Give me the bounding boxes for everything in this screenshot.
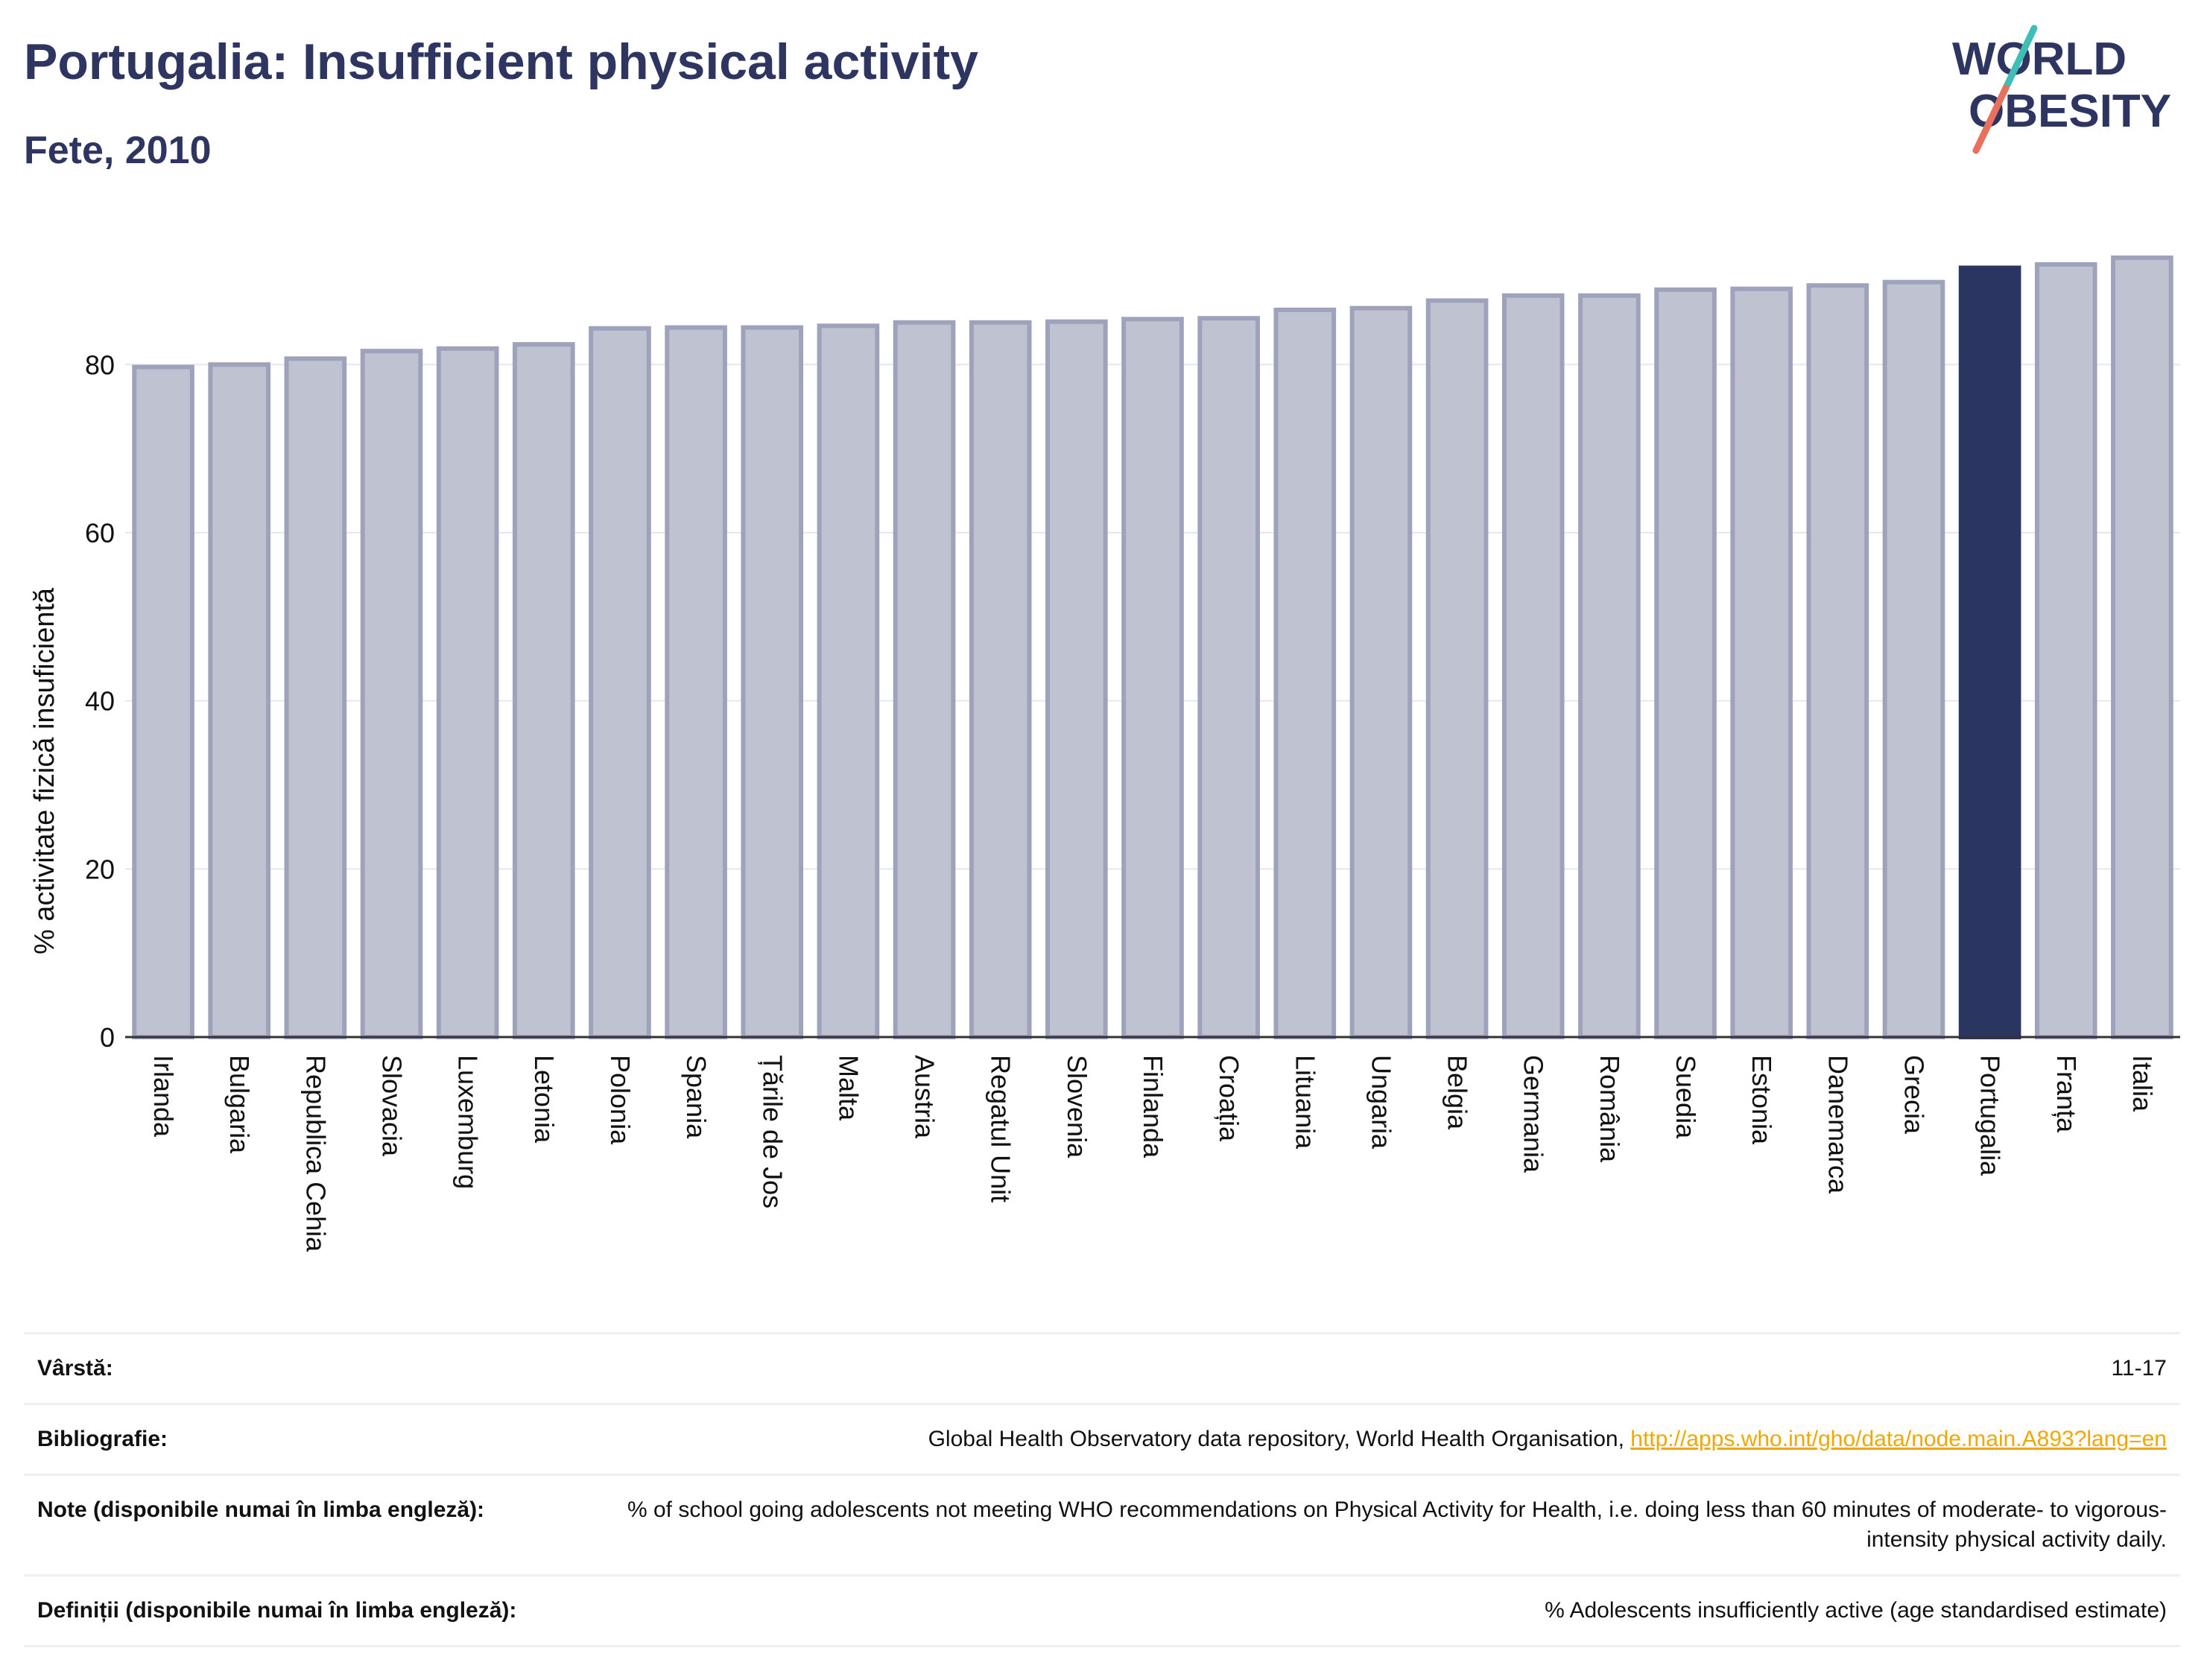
x-tick-label: Regatul Unit (986, 1055, 1016, 1202)
x-tick-label: Croația (1214, 1055, 1244, 1142)
x-tick-label: Letonia (529, 1055, 560, 1144)
x-tick-label: Italia (2127, 1055, 2158, 1112)
bar-regatul-unit[interactable] (969, 320, 1032, 1039)
logo-line-1: WORLD (1952, 34, 2127, 85)
x-tick-label: Estonia (1747, 1055, 1777, 1145)
x-tick-label: Finlanda (1138, 1055, 1168, 1158)
x-tick-label: Belgia (1443, 1055, 1473, 1130)
bibliography-link[interactable]: http://apps.who.int/gho/data/node.main.A… (1630, 1427, 2167, 1451)
x-tick-label: Slovacia (377, 1055, 408, 1157)
x-tick-label: Polonia (605, 1055, 636, 1145)
page-title: Portugalia: Insufficient physical activi… (24, 34, 978, 90)
x-tick-label: Grecia (1899, 1055, 1929, 1135)
bar-slovacia[interactable] (360, 349, 423, 1039)
x-tick-label: Spania (681, 1055, 712, 1139)
bar-bulgaria[interactable] (208, 362, 271, 1039)
bar-finlanda[interactable] (1121, 317, 1184, 1039)
bar-românia[interactable] (1578, 293, 1641, 1040)
bar-italia[interactable] (2111, 255, 2173, 1039)
bar-grecia[interactable] (1882, 279, 1945, 1039)
bar-ungaria[interactable] (1349, 305, 1413, 1039)
x-tick-label: România (1595, 1055, 1625, 1163)
definitions-label: Definiții (disponibile numai în limba en… (37, 1598, 517, 1623)
x-tick-label: Irlanda (148, 1055, 179, 1138)
y-tick-label: 60 (85, 518, 115, 548)
x-tick-label: Franța (2051, 1055, 2082, 1133)
bar-irlanda[interactable] (132, 364, 194, 1039)
x-tick-label: Republica Cehia (300, 1055, 331, 1252)
y-tick-label: 20 (85, 854, 115, 884)
y-tick-label: 0 (100, 1022, 115, 1053)
bibliography-text: Global Health Observatory data repositor… (928, 1427, 1624, 1451)
logo-slash-coral (1972, 84, 2010, 154)
bars (132, 255, 2173, 1040)
x-tick-label: Lituania (1290, 1055, 1320, 1150)
bar-suedia[interactable] (1654, 287, 1717, 1039)
bibliography-label: Bibliografie: (37, 1427, 168, 1451)
y-axis-ticks: 0 20 40 60 80 (85, 349, 115, 1053)
bar-croația[interactable] (1197, 316, 1260, 1039)
bar-letonia[interactable] (512, 342, 575, 1040)
metadata-table: Vârstă: 11-17 Bibliografie: Global Healt… (24, 1332, 2180, 1647)
bar-franța[interactable] (2034, 261, 2097, 1039)
y-axis-label: % activitate fizică insuficientă (29, 587, 60, 954)
page-subtitle: Fete, 2010 (24, 129, 212, 172)
x-tick-label: Austria (910, 1055, 940, 1139)
x-tick-label: Suedia (1671, 1055, 1701, 1139)
bar-austria[interactable] (893, 320, 956, 1039)
bar-estonia[interactable] (1730, 286, 1793, 1039)
bar-luxemburg[interactable] (436, 346, 499, 1039)
meta-row-notes: Note (disponibile numai în limba engleză… (24, 1474, 2180, 1574)
bar-chart: 0 20 40 60 80 Irlanda Bulgaria Republica Cehia… (29, 255, 2180, 1252)
bar-belgia[interactable] (1425, 298, 1489, 1039)
x-axis-ticks: Irlanda Bulgaria Republica Cehia Slovacia Lu… (148, 1055, 2158, 1252)
x-tick-label: Luxemburg (453, 1055, 484, 1189)
x-tick-label: Germania (1519, 1055, 1549, 1173)
bar-lituania[interactable] (1273, 307, 1337, 1040)
age-label: Vârstă: (37, 1356, 113, 1381)
meta-row-age: Vârstă: 11-17 (24, 1332, 2180, 1403)
bar-republica-cehia[interactable] (284, 356, 347, 1039)
notes-label: Note (disponibile numai în limba engleză… (37, 1497, 485, 1522)
definitions-value: % Adolescents insufficiently active (age… (1545, 1598, 2167, 1623)
y-tick-label: 40 (85, 686, 115, 717)
x-tick-label: Bulgaria (224, 1055, 255, 1154)
bar-spania[interactable] (665, 325, 727, 1040)
bar-slovenia[interactable] (1045, 319, 1108, 1039)
notes-value: % of school going adolescents not meetin… (627, 1497, 2167, 1552)
bar-danemarca[interactable] (1806, 283, 1869, 1039)
bar-germania[interactable] (1501, 293, 1565, 1040)
age-value: 11-17 (2111, 1356, 2167, 1381)
x-tick-label: Slovenia (1062, 1055, 1092, 1158)
bar-țările-de-jos[interactable] (741, 325, 804, 1040)
bar-portugalia[interactable] (1958, 265, 2021, 1039)
x-tick-label: Ungaria (1366, 1055, 1396, 1150)
meta-row-bibliography: Bibliografie: Global Health Observatory … (24, 1403, 2180, 1474)
x-tick-label: Portugalia (1975, 1055, 2006, 1176)
world-obesity-logo: WORLD OBESITY (1952, 25, 2171, 154)
y-tick-label: 80 (85, 349, 115, 380)
x-tick-label: Malta (833, 1055, 864, 1121)
meta-row-definitions: Definiții (disponibile numai în limba en… (24, 1574, 2180, 1647)
x-tick-label: Danemarca (1823, 1055, 1853, 1194)
x-tick-label: Țările de Jos (757, 1055, 788, 1208)
bar-malta[interactable] (817, 323, 880, 1040)
logo-slash-teal (2002, 25, 2038, 92)
bibliography-value: Global Health Observatory data repositor… (928, 1424, 2167, 1454)
bar-polonia[interactable] (589, 326, 651, 1040)
